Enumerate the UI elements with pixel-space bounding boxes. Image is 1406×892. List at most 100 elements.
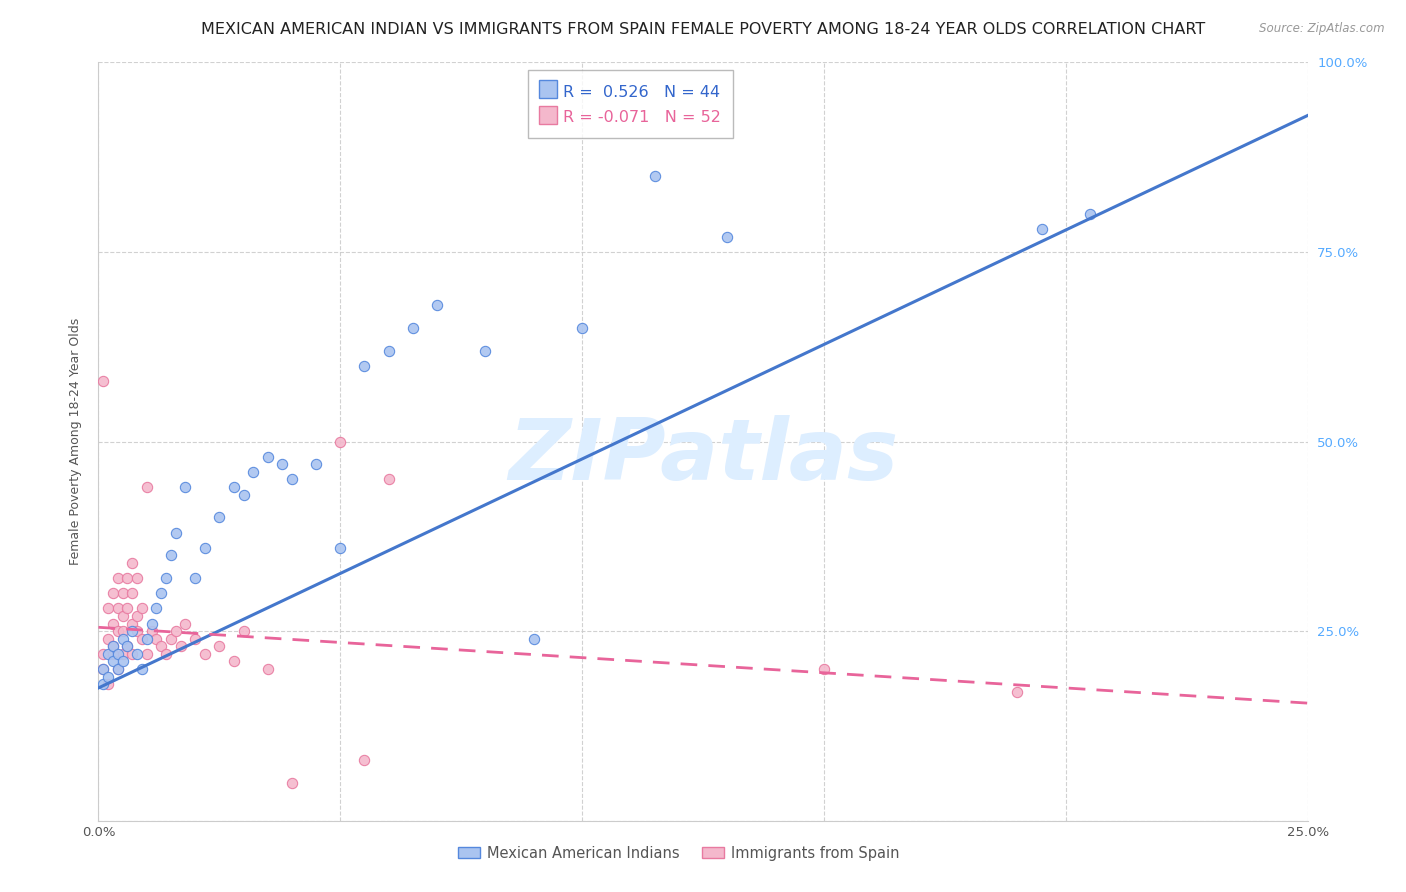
Point [141, 624, 163, 639]
Point [145, 601, 167, 615]
Point [111, 608, 134, 623]
Text: ZIPatlas: ZIPatlas [508, 415, 898, 499]
Point [644, 169, 666, 184]
Point [155, 571, 177, 585]
Point [101, 655, 124, 669]
Legend: Mexican American Indians, Immigrants from Spain: Mexican American Indians, Immigrants fro… [453, 839, 905, 866]
Point [97, 669, 120, 683]
Point [222, 480, 245, 494]
Point [107, 571, 129, 585]
Point [91, 647, 114, 661]
Point [377, 343, 399, 358]
Point [174, 480, 197, 494]
Point [523, 632, 546, 646]
Point [165, 525, 187, 540]
Point [145, 632, 167, 646]
Point [256, 450, 278, 464]
Point [426, 298, 449, 312]
Point [184, 632, 207, 646]
Point [121, 624, 143, 639]
Point [160, 632, 183, 646]
Point [107, 601, 129, 615]
Point [353, 359, 375, 373]
Point [160, 548, 183, 563]
Point [101, 616, 124, 631]
Point [107, 624, 129, 639]
Point [121, 616, 143, 631]
Point [91, 662, 114, 676]
Point [402, 320, 425, 334]
Point [101, 639, 124, 653]
Point [232, 487, 254, 501]
Point [571, 320, 593, 334]
Point [194, 541, 217, 555]
Point [813, 662, 835, 676]
Point [150, 639, 173, 653]
Point [101, 639, 124, 653]
Point [184, 571, 207, 585]
Point [117, 639, 139, 653]
Point [232, 624, 254, 639]
Point [305, 458, 328, 472]
Point [353, 753, 375, 767]
Point [127, 608, 149, 623]
Point [281, 473, 304, 487]
Point [127, 624, 149, 639]
Point [97, 647, 120, 661]
Point [242, 465, 264, 479]
Point [111, 632, 134, 646]
Point [117, 639, 139, 653]
Point [127, 647, 149, 661]
Point [121, 647, 143, 661]
Point [169, 639, 191, 653]
Point [194, 647, 217, 661]
Point [117, 571, 139, 585]
Point [474, 343, 496, 358]
Point [329, 434, 352, 449]
Point [101, 586, 124, 600]
Y-axis label: Female Poverty Among 18-24 Year Olds: Female Poverty Among 18-24 Year Olds [69, 318, 83, 566]
Point [208, 639, 231, 653]
Point [135, 480, 157, 494]
Point [165, 624, 187, 639]
Point [131, 632, 153, 646]
Point [1031, 222, 1053, 236]
Point [135, 647, 157, 661]
Point [111, 647, 134, 661]
Point [131, 662, 153, 676]
Point [208, 510, 231, 524]
Point [117, 601, 139, 615]
Point [97, 601, 120, 615]
Point [91, 677, 114, 691]
Point [222, 655, 245, 669]
Point [155, 647, 177, 661]
Point [131, 601, 153, 615]
Point [107, 662, 129, 676]
Point [150, 586, 173, 600]
Point [716, 229, 738, 244]
Point [121, 586, 143, 600]
Point [91, 662, 114, 676]
Point [141, 616, 163, 631]
Point [271, 458, 294, 472]
Point [107, 647, 129, 661]
Point [135, 632, 157, 646]
Point [111, 624, 134, 639]
Point [107, 662, 129, 676]
Point [111, 586, 134, 600]
Point [281, 776, 304, 790]
Point [377, 473, 399, 487]
Text: MEXICAN AMERICAN INDIAN VS IMMIGRANTS FROM SPAIN FEMALE POVERTY AMONG 18-24 YEAR: MEXICAN AMERICAN INDIAN VS IMMIGRANTS FR… [201, 22, 1205, 37]
Point [97, 677, 120, 691]
Point [91, 374, 114, 388]
Point [256, 662, 278, 676]
Point [1007, 685, 1029, 699]
Point [121, 556, 143, 570]
Point [127, 571, 149, 585]
Point [1078, 207, 1101, 221]
Text: Source: ZipAtlas.com: Source: ZipAtlas.com [1260, 22, 1385, 36]
Point [174, 616, 197, 631]
Point [329, 541, 352, 555]
Point [101, 647, 124, 661]
Point [97, 632, 120, 646]
